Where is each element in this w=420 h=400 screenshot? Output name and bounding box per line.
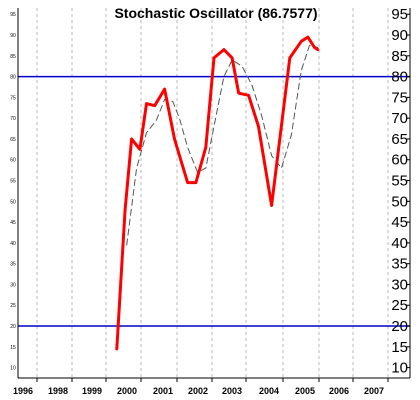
y-tick-label-right-35: 35: [391, 256, 408, 273]
y-tick-label-left-40: 40: [10, 241, 16, 247]
x-tick-label-2003: 2003: [222, 386, 242, 396]
y-tick-label-left-90: 90: [10, 33, 16, 39]
y-tick-label-left-25: 25: [10, 303, 16, 309]
y-tick-label-left-10: 10: [10, 366, 16, 372]
y-tick-label-right-45: 45: [391, 214, 408, 231]
x-tick-label-2007: 2007: [364, 386, 384, 396]
x-tick-label-2004: 2004: [259, 386, 279, 396]
x-tick-labels: 1996 1998 1999 2000 2001 2002 2003 2004 2005 2006…: [13, 378, 389, 396]
y-tick-label-right-70: 70: [391, 110, 408, 127]
y-tick-label-left-35: 35: [10, 262, 16, 268]
y-tick-label-right-10: 10: [391, 360, 408, 377]
y-tick-labels: 10 10 15 15 20 20 25 25 30 30 35 35 40 40 45 45 50 50 55 55…: [10, 6, 410, 377]
axes: [17, 8, 411, 379]
y-tick-label-right-20: 20: [391, 318, 408, 335]
data-series: [115, 35, 320, 351]
y-tick-label-right-90: 90: [391, 27, 408, 44]
x-tick-label-2000: 2000: [117, 386, 137, 396]
y-tick-label-right-15: 15: [391, 339, 408, 356]
y-tick-label-left-75: 75: [10, 95, 16, 101]
chart-title: Stochastic Oscillator (86.7577): [114, 5, 317, 21]
vertical-gridlines: [36, 8, 389, 378]
y-tick-label-left-20: 20: [10, 324, 16, 330]
x-tick-label-1999: 1999: [82, 386, 102, 396]
y-tick-label-left-60: 60: [10, 158, 16, 164]
y-tick-label-right-60: 60: [391, 152, 408, 169]
stochastic-d-line: [126, 44, 319, 246]
y-tick-label-left-70: 70: [10, 116, 16, 122]
y-tick-label-left-85: 85: [10, 54, 16, 60]
x-tick-label-2005: 2005: [295, 386, 315, 396]
y-tick-label-right-50: 50: [391, 193, 408, 210]
y-tick-label-left-30: 30: [10, 282, 16, 288]
x-tick-label-1998: 1998: [48, 386, 68, 396]
y-tick-label-right-65: 65: [391, 131, 408, 148]
y-tick-label-left-50: 50: [10, 199, 16, 205]
reference-lines: [18, 75, 410, 327]
x-tick-label-2001: 2001: [153, 386, 173, 396]
y-tick-label-left-65: 65: [10, 137, 16, 143]
y-tick-label-left-15: 15: [10, 345, 16, 351]
y-tick-label-left-80: 80: [10, 75, 16, 81]
y-tick-label-left-45: 45: [10, 220, 16, 226]
x-tick-label-2006: 2006: [329, 386, 349, 396]
y-tick-label-left-95: 95: [10, 12, 16, 18]
stochastic-k-line: [115, 35, 320, 351]
y-tick-label-right-25: 25: [391, 297, 408, 314]
y-tick-label-right-95: 95: [391, 6, 408, 23]
x-tick-label-2002: 2002: [188, 386, 208, 396]
y-tick-label-left-55: 55: [10, 179, 16, 185]
y-tick-label-right-75: 75: [391, 89, 408, 106]
y-tick-label-right-55: 55: [391, 173, 408, 190]
y-tick-label-right-40: 40: [391, 235, 408, 252]
y-tick-label-right-85: 85: [391, 48, 408, 65]
x-tick-label-1996: 1996: [13, 386, 33, 396]
y-tick-label-right-30: 30: [391, 276, 408, 293]
y-tick-label-right-80: 80: [391, 69, 408, 86]
